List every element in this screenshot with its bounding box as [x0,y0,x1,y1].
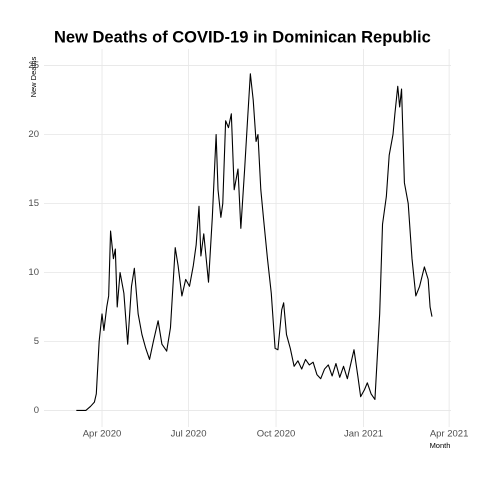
y-axis-title: New Deaths [29,56,38,97]
x-tick-label: Jan 2021 [344,429,383,440]
x-tick-label: Apr 2020 [83,429,122,440]
y-tick-label: 15 [28,198,39,209]
y-tick-label: 25 [28,60,39,71]
x-tick-label: Oct 2020 [257,429,296,440]
y-tick-label: 0 [34,405,39,416]
x-tick-label: Apr 2021 [430,429,469,440]
data-line [76,73,433,411]
y-tick-label: 20 [28,129,39,140]
y-tick-label: 5 [34,336,39,347]
x-tick-label: Jul 2020 [171,429,207,440]
chart-title: New Deaths of COVID-19 in Dominican Repu… [54,28,431,46]
y-tick-label: 10 [28,267,39,278]
x-axis-title: Month [430,441,451,450]
